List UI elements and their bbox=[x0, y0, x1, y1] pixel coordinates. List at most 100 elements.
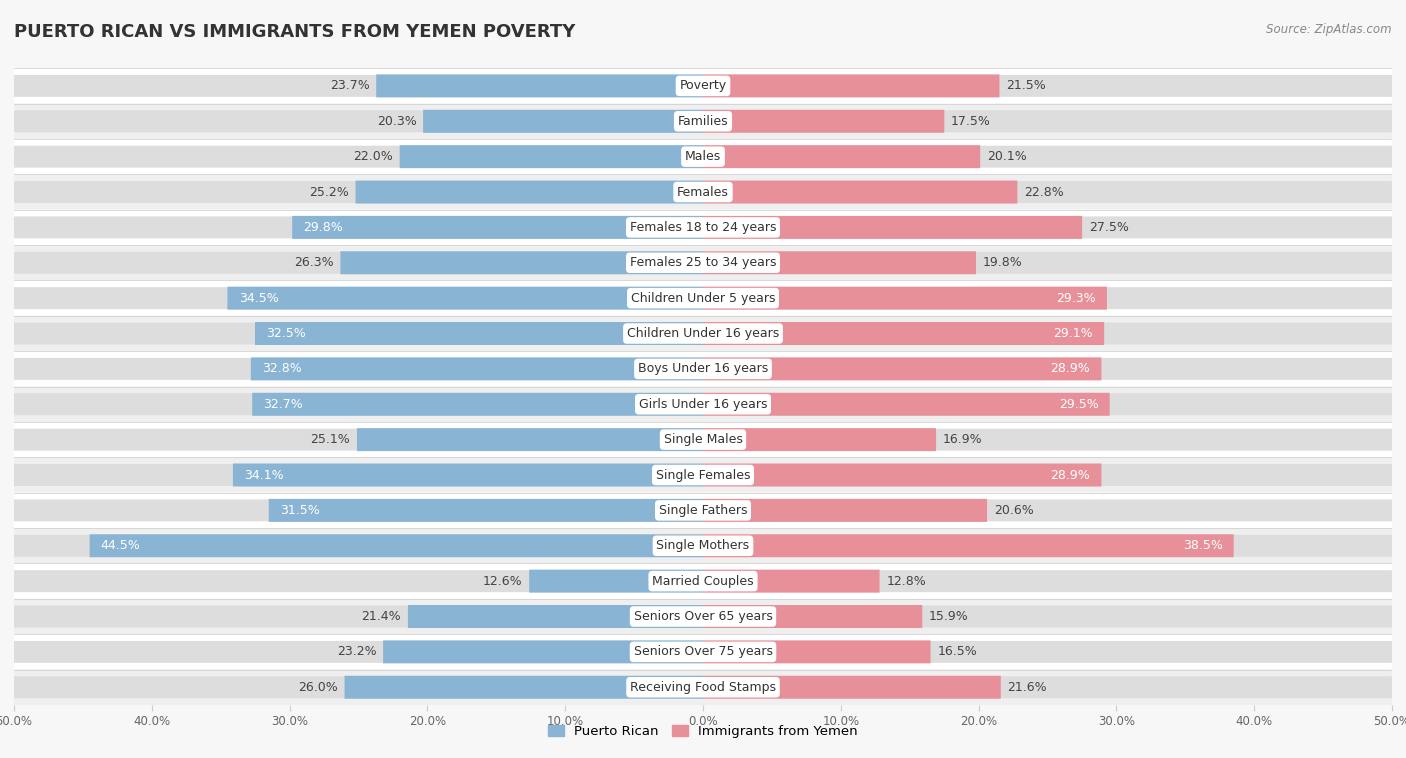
FancyBboxPatch shape bbox=[14, 174, 1392, 210]
FancyBboxPatch shape bbox=[14, 641, 703, 662]
Text: 29.1%: 29.1% bbox=[1053, 327, 1092, 340]
Text: 20.1%: 20.1% bbox=[987, 150, 1026, 163]
FancyBboxPatch shape bbox=[377, 74, 703, 98]
FancyBboxPatch shape bbox=[703, 570, 880, 593]
FancyBboxPatch shape bbox=[340, 252, 703, 274]
FancyBboxPatch shape bbox=[703, 323, 1392, 344]
Text: 19.8%: 19.8% bbox=[983, 256, 1022, 269]
FancyBboxPatch shape bbox=[703, 111, 1392, 132]
FancyBboxPatch shape bbox=[14, 676, 703, 698]
FancyBboxPatch shape bbox=[529, 570, 703, 593]
Text: Girls Under 16 years: Girls Under 16 years bbox=[638, 398, 768, 411]
Text: 21.5%: 21.5% bbox=[1007, 80, 1046, 92]
FancyBboxPatch shape bbox=[703, 180, 1018, 204]
FancyBboxPatch shape bbox=[14, 535, 703, 556]
Text: 29.5%: 29.5% bbox=[1059, 398, 1098, 411]
FancyBboxPatch shape bbox=[228, 287, 703, 310]
FancyBboxPatch shape bbox=[703, 429, 1392, 450]
FancyBboxPatch shape bbox=[703, 428, 936, 451]
Text: Families: Families bbox=[678, 114, 728, 128]
Text: Males: Males bbox=[685, 150, 721, 163]
FancyBboxPatch shape bbox=[703, 146, 980, 168]
Text: 21.6%: 21.6% bbox=[1008, 681, 1047, 694]
FancyBboxPatch shape bbox=[703, 358, 1101, 381]
Text: 34.5%: 34.5% bbox=[239, 292, 278, 305]
FancyBboxPatch shape bbox=[14, 280, 1392, 316]
Text: 12.6%: 12.6% bbox=[482, 575, 523, 587]
FancyBboxPatch shape bbox=[252, 393, 703, 416]
FancyBboxPatch shape bbox=[14, 139, 1392, 174]
FancyBboxPatch shape bbox=[14, 245, 1392, 280]
FancyBboxPatch shape bbox=[703, 216, 1083, 239]
FancyBboxPatch shape bbox=[250, 358, 703, 381]
FancyBboxPatch shape bbox=[399, 146, 703, 168]
FancyBboxPatch shape bbox=[14, 422, 1392, 457]
Text: 44.5%: 44.5% bbox=[101, 539, 141, 553]
FancyBboxPatch shape bbox=[14, 387, 1392, 422]
Text: 25.2%: 25.2% bbox=[309, 186, 349, 199]
Text: Boys Under 16 years: Boys Under 16 years bbox=[638, 362, 768, 375]
FancyBboxPatch shape bbox=[292, 216, 703, 239]
Text: 26.0%: 26.0% bbox=[298, 681, 337, 694]
Text: 17.5%: 17.5% bbox=[950, 114, 991, 128]
FancyBboxPatch shape bbox=[14, 634, 1392, 669]
FancyBboxPatch shape bbox=[14, 111, 703, 132]
Text: 27.5%: 27.5% bbox=[1088, 221, 1129, 234]
FancyBboxPatch shape bbox=[703, 287, 1392, 309]
Text: 32.5%: 32.5% bbox=[266, 327, 307, 340]
FancyBboxPatch shape bbox=[14, 210, 1392, 245]
FancyBboxPatch shape bbox=[344, 676, 703, 699]
FancyBboxPatch shape bbox=[14, 669, 1392, 705]
FancyBboxPatch shape bbox=[703, 146, 1392, 168]
FancyBboxPatch shape bbox=[703, 181, 1392, 203]
FancyBboxPatch shape bbox=[14, 599, 1392, 634]
FancyBboxPatch shape bbox=[703, 464, 1101, 487]
FancyBboxPatch shape bbox=[703, 499, 987, 522]
Legend: Puerto Rican, Immigrants from Yemen: Puerto Rican, Immigrants from Yemen bbox=[543, 719, 863, 743]
FancyBboxPatch shape bbox=[703, 605, 922, 628]
Text: Poverty: Poverty bbox=[679, 80, 727, 92]
Text: 32.7%: 32.7% bbox=[263, 398, 304, 411]
FancyBboxPatch shape bbox=[14, 217, 703, 238]
FancyBboxPatch shape bbox=[14, 75, 703, 97]
Text: Receiving Food Stamps: Receiving Food Stamps bbox=[630, 681, 776, 694]
Text: 23.7%: 23.7% bbox=[330, 80, 370, 92]
FancyBboxPatch shape bbox=[703, 110, 945, 133]
Text: 32.8%: 32.8% bbox=[262, 362, 302, 375]
Text: Seniors Over 75 years: Seniors Over 75 years bbox=[634, 645, 772, 659]
Text: 29.8%: 29.8% bbox=[304, 221, 343, 234]
FancyBboxPatch shape bbox=[703, 252, 976, 274]
Text: 15.9%: 15.9% bbox=[929, 610, 969, 623]
Text: 20.3%: 20.3% bbox=[377, 114, 416, 128]
FancyBboxPatch shape bbox=[14, 528, 1392, 563]
Text: Source: ZipAtlas.com: Source: ZipAtlas.com bbox=[1267, 23, 1392, 36]
Text: 16.9%: 16.9% bbox=[943, 433, 983, 446]
FancyBboxPatch shape bbox=[356, 180, 703, 204]
Text: Single Mothers: Single Mothers bbox=[657, 539, 749, 553]
Text: 22.0%: 22.0% bbox=[353, 150, 392, 163]
Text: Females 18 to 24 years: Females 18 to 24 years bbox=[630, 221, 776, 234]
Text: Married Couples: Married Couples bbox=[652, 575, 754, 587]
FancyBboxPatch shape bbox=[382, 641, 703, 663]
FancyBboxPatch shape bbox=[14, 457, 1392, 493]
FancyBboxPatch shape bbox=[233, 464, 703, 487]
FancyBboxPatch shape bbox=[14, 570, 703, 592]
FancyBboxPatch shape bbox=[423, 110, 703, 133]
Text: 22.8%: 22.8% bbox=[1024, 186, 1064, 199]
FancyBboxPatch shape bbox=[14, 358, 703, 380]
Text: Single Males: Single Males bbox=[664, 433, 742, 446]
Text: Children Under 5 years: Children Under 5 years bbox=[631, 292, 775, 305]
FancyBboxPatch shape bbox=[90, 534, 703, 557]
FancyBboxPatch shape bbox=[14, 393, 703, 415]
Text: 25.1%: 25.1% bbox=[311, 433, 350, 446]
FancyBboxPatch shape bbox=[14, 287, 703, 309]
FancyBboxPatch shape bbox=[14, 181, 703, 203]
Text: Single Females: Single Females bbox=[655, 468, 751, 481]
Text: 23.2%: 23.2% bbox=[337, 645, 377, 659]
FancyBboxPatch shape bbox=[14, 323, 703, 344]
FancyBboxPatch shape bbox=[14, 146, 703, 168]
FancyBboxPatch shape bbox=[408, 605, 703, 628]
FancyBboxPatch shape bbox=[703, 393, 1109, 416]
Text: 34.1%: 34.1% bbox=[245, 468, 284, 481]
Text: 28.9%: 28.9% bbox=[1050, 362, 1090, 375]
